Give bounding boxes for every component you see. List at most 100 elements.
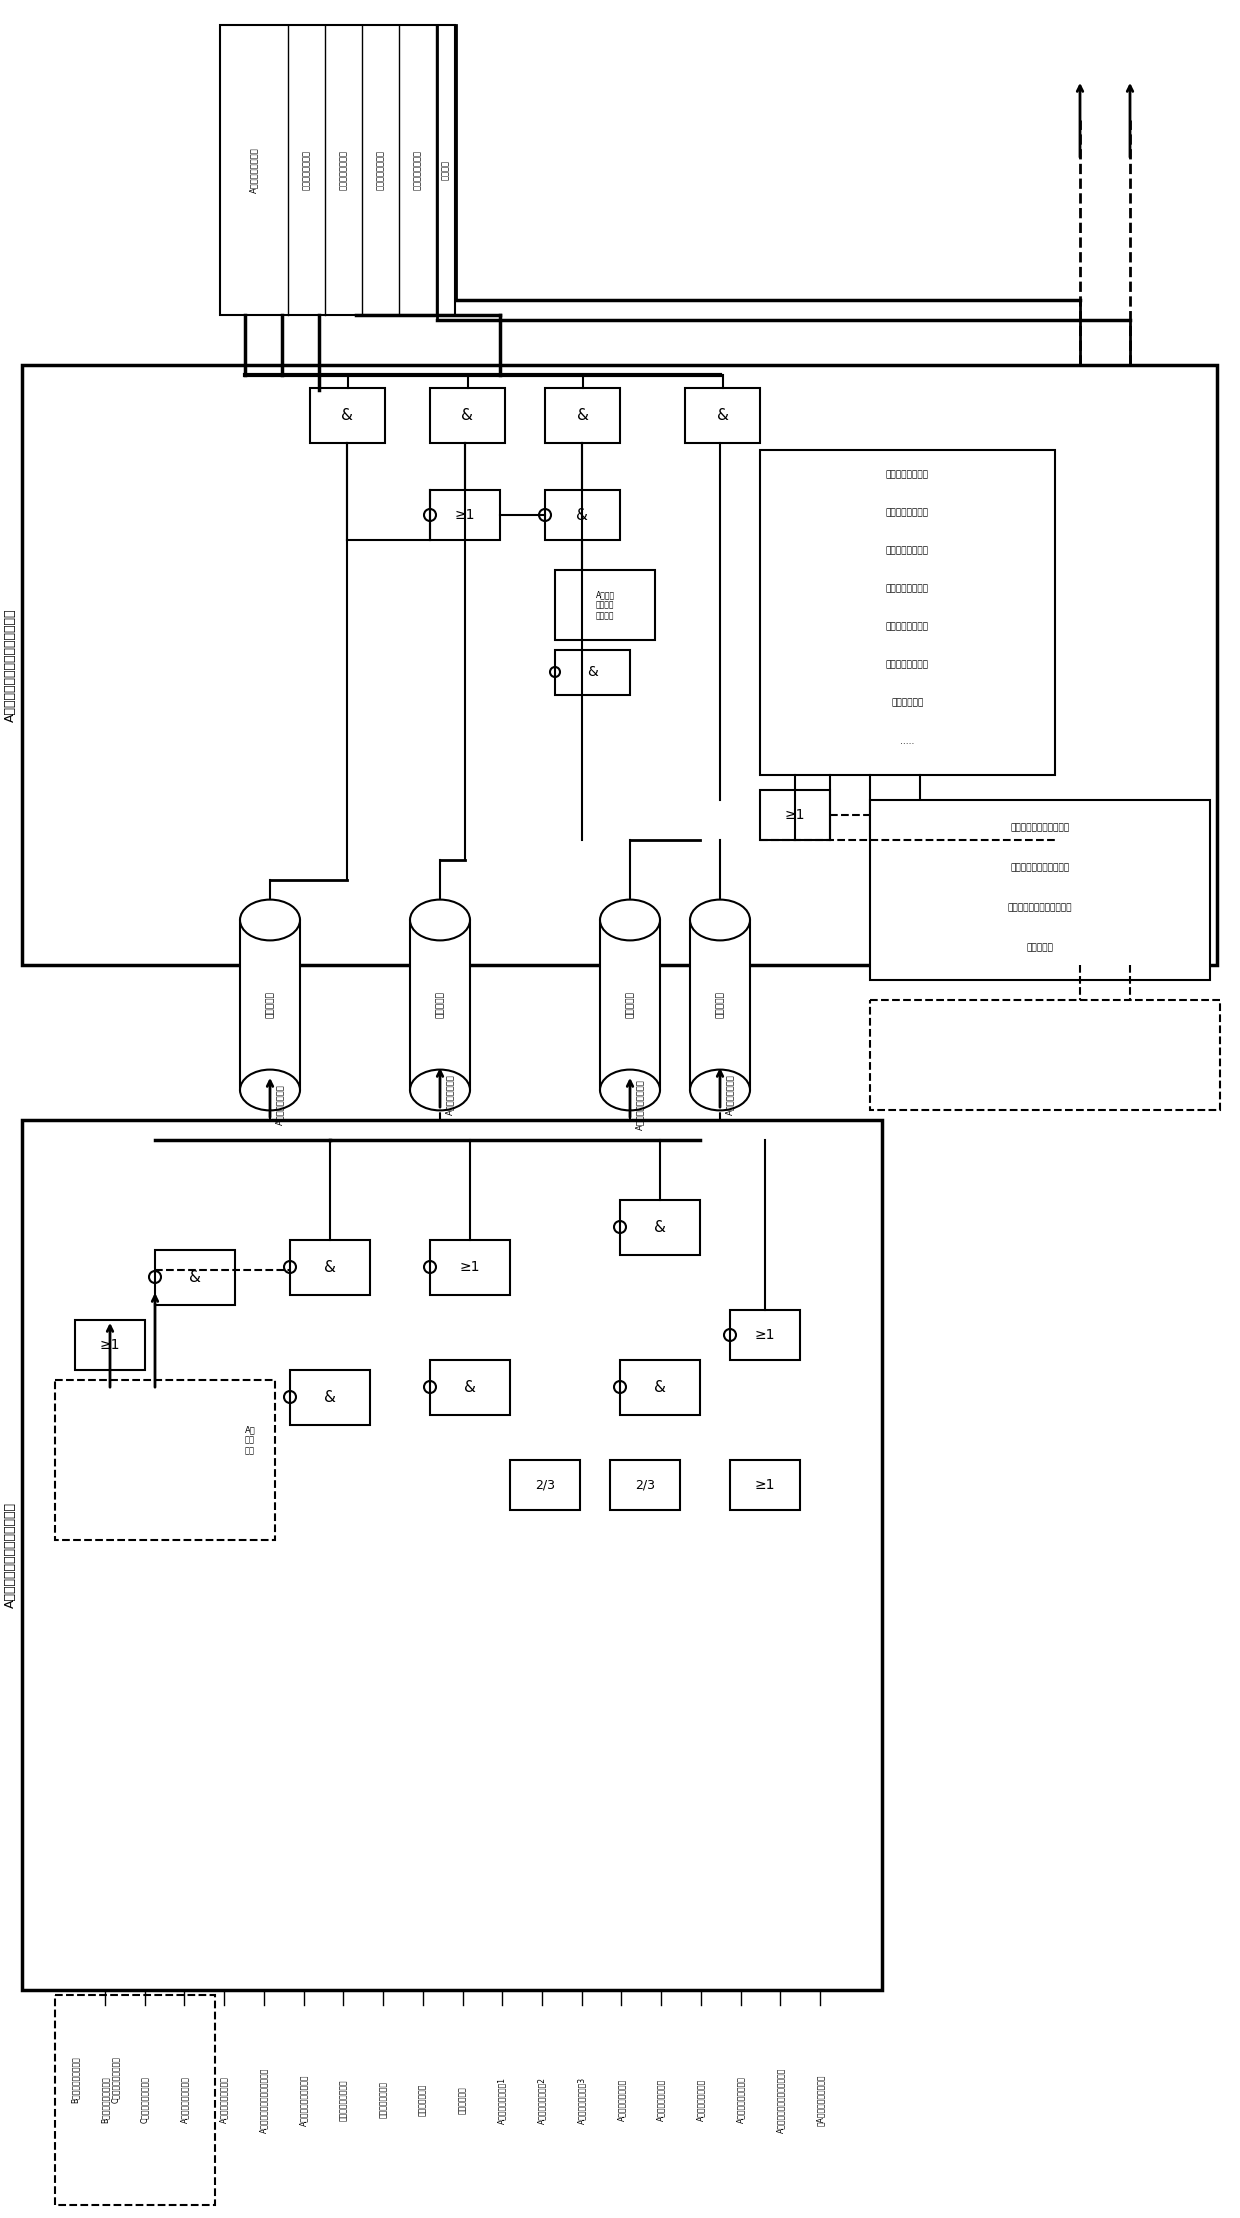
Text: A给水泵入口流量低1: A给水泵入口流量低1 [497,2076,507,2123]
Text: A给
水泵
输入: A给 水泵 输入 [244,1426,255,1455]
Text: 婐合器滚动压力正常: 婐合器滚动压力正常 [339,2078,347,2120]
Text: 当A电动适度泵启动信号: 当A电动适度泵启动信号 [816,2074,825,2125]
Text: A给水泵最小流量循环闸门已开: A给水泵最小流量循环闸门已开 [259,2067,268,2134]
Ellipse shape [600,1069,660,1111]
Text: 2/3: 2/3 [534,1479,556,1490]
Bar [310,388,384,444]
Text: A给水泵联机启动: A给水泵联机启动 [275,1085,284,1125]
Text: B电动给水泵联机信号: B电动给水泵联机信号 [100,2076,109,2123]
Bar [219,24,455,315]
Text: 电动机机端三相电流输入: 电动机机端三相电流输入 [1011,863,1070,872]
Text: 遥控关指令: 遥控关指令 [715,991,724,1018]
Text: 断路器位置: 断路器位置 [1027,943,1054,952]
Bar [556,650,630,694]
Text: A电动给水泵断路器: A电动给水泵断路器 [249,146,258,193]
Text: C电动给水泵联机信号: C电动给水泵联机信号 [110,2056,119,2103]
Bar [546,388,620,444]
Bar [241,920,300,1089]
Text: 除气罐水位高高: 除气罐水位高高 [418,2085,428,2116]
Text: .....: ..... [900,736,915,745]
Text: &: & [653,1380,666,1395]
Bar [510,1459,580,1510]
Bar [22,366,1216,965]
Text: A给水泵
电机控制
回路断路: A给水泵 电机控制 回路断路 [595,590,615,619]
Text: A给水泵入口压力低: A给水泵入口压力低 [618,2078,626,2120]
Text: ≥1: ≥1 [755,1329,775,1342]
Text: 发动超时保护监控: 发动超时保护监控 [887,470,929,479]
Text: A给水泵联机信号: A给水泵联机信号 [725,1076,734,1116]
Text: &: & [188,1269,201,1284]
Text: ≥1: ≥1 [455,508,475,521]
Text: 电动机回路三相电压输入: 电动机回路三相电压输入 [1011,823,1070,832]
Bar [870,1000,1220,1109]
Bar [556,570,655,641]
Text: &: & [464,1380,476,1395]
Text: C电动给水泵联机信号: C电动给水泵联机信号 [140,2076,149,2123]
Text: 除气罐水位高: 除气罐水位高 [458,2087,467,2114]
Text: &: & [653,1220,666,1235]
Bar [74,1320,145,1371]
Bar [546,490,620,539]
Text: &: & [577,508,588,523]
Text: 前置泵入口闸已开: 前置泵入口闸已开 [378,2080,388,2118]
Text: 自动开闸（合闸）: 自动开闸（合闸） [339,151,348,191]
Bar [430,490,500,539]
Bar [430,388,505,444]
Text: 过热保护监控: 过热保护监控 [892,699,924,708]
Ellipse shape [689,901,750,940]
Text: A给水泵出口压力高: A给水泵出口压力高 [697,2078,706,2120]
Bar [870,801,1210,980]
Text: &: & [324,1260,336,1275]
Bar [760,790,830,841]
Text: &: & [341,408,353,424]
Bar [620,1200,701,1255]
Text: A给水泵进口闸门已关: A给水泵进口闸门已关 [219,2076,228,2123]
Text: 电动机中性点三相电流输内: 电动机中性点三相电流输内 [1008,903,1073,912]
Text: A给水泵入口流量低3: A给水泵入口流量低3 [577,2076,587,2123]
Text: A给水泵启动允许: A给水泵启动允许 [445,1076,454,1116]
Text: A给水泵现场信号采集控制装置: A给水泵现场信号采集控制装置 [4,1502,16,1608]
Text: &: & [587,665,598,679]
Text: &: & [461,408,474,424]
Bar [410,920,470,1089]
Text: 保护跳闸: 保护跳闸 [441,160,450,180]
Text: A电动适度泵三道阿门保护信号: A电动适度泵三道阿门保护信号 [776,2067,785,2134]
Ellipse shape [689,1069,750,1111]
Bar [600,920,660,1089]
Ellipse shape [241,1069,300,1111]
Bar [620,1360,701,1415]
Text: 负序过流保护监控: 负序过流保护监控 [887,623,929,632]
Text: 手动关闸（分闸）: 手动关闸（分闸） [376,151,384,191]
Bar [730,1311,800,1360]
Text: ≥1: ≥1 [460,1260,480,1273]
Text: A给水泵进出口闸门开: A给水泵进出口闸门开 [180,2076,188,2123]
Bar [610,1459,680,1510]
Bar [430,1360,510,1415]
Bar [689,920,750,1089]
Bar [290,1371,370,1424]
Text: ≥1: ≥1 [99,1337,120,1353]
Bar [730,1459,800,1510]
Text: A电动给水泵入口压力高: A电动给水泵入口压力高 [299,2074,308,2125]
Text: A给水泵电机故障信号: A给水泵电机故障信号 [635,1080,644,1131]
Text: A给水泵入口压力高: A给水泵入口压力高 [657,2078,666,2120]
Text: 2/3: 2/3 [635,1479,655,1490]
Text: 遥控开指令: 遥控开指令 [435,991,444,1018]
Text: A电动适度泵入口压力: A电动适度泵入口压力 [737,2076,745,2123]
Bar [684,388,760,444]
Bar [55,1380,275,1539]
Text: &: & [717,408,729,424]
Bar [55,1994,215,2205]
Text: 手动开指令: 手动开指令 [265,991,274,1018]
Text: B电动给水泵联机信号: B电动给水泵联机信号 [71,2056,79,2103]
Text: ≥1: ≥1 [755,1477,775,1493]
Text: A给水泵入口流量低2: A给水泵入口流量低2 [537,2076,547,2123]
Bar [290,1240,370,1295]
Text: &: & [324,1388,336,1404]
Text: 手动关指令: 手动关指令 [625,991,635,1018]
Text: 比差发动保护监控: 比差发动保护监控 [887,508,929,517]
Ellipse shape [410,1069,470,1111]
Ellipse shape [600,901,660,940]
Text: &: & [577,408,589,424]
Text: 手动开闸（合闸）: 手动开闸（合闸） [303,151,311,191]
